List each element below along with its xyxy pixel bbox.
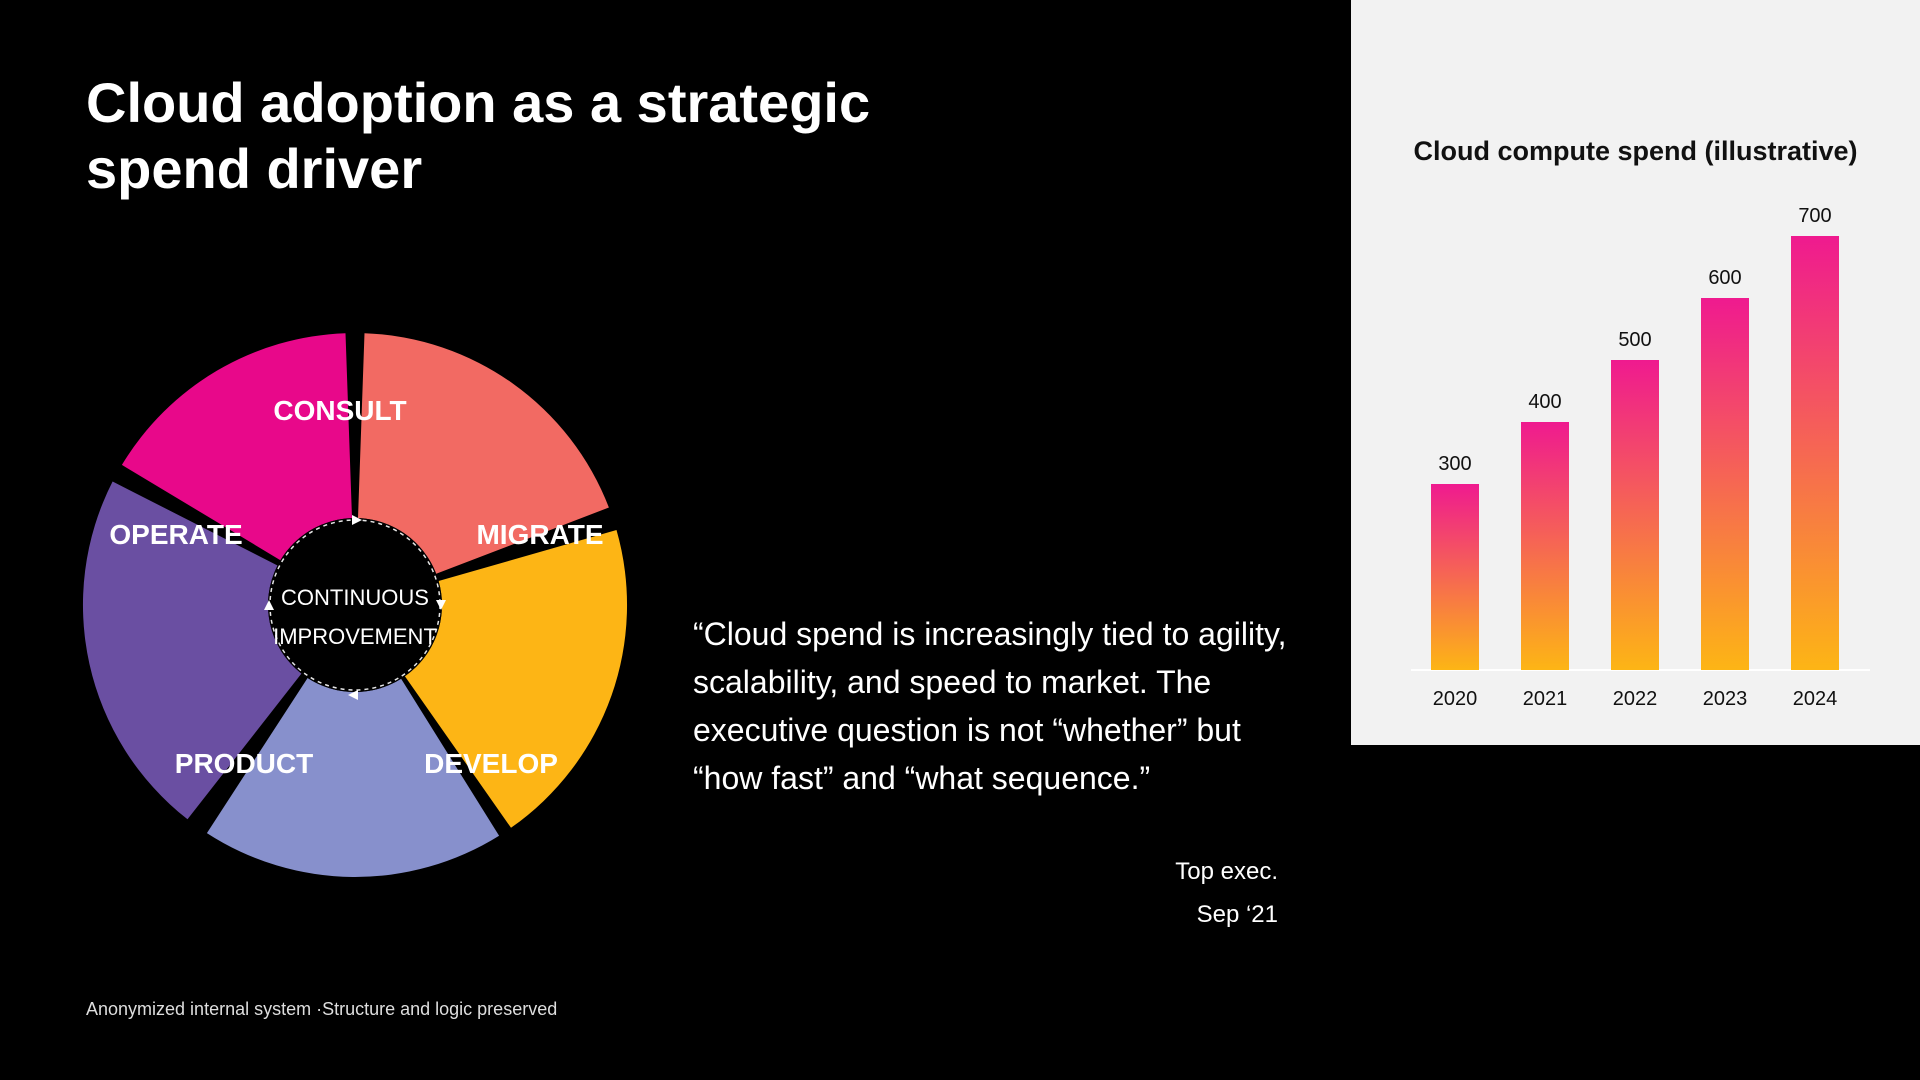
x-tick-label-2022: 2022	[1613, 688, 1658, 710]
segment-label-product: PRODUCT	[175, 748, 313, 779]
consult-segment	[121, 333, 353, 561]
bar-chart: 300 2020 400 2021 500 2022 600 2023 700 2024	[1411, 205, 1870, 710]
data-label-2020: 300	[1438, 453, 1471, 475]
data-label-2021: 400	[1528, 391, 1561, 413]
cycle-diagram: CONTINUOUS IMPROVEMENT CONSULT MIGRATE D…	[82, 333, 628, 877]
chart-panel: Cloud compute spend (illustrative) 300 20…	[1351, 0, 1920, 745]
quote-date: Sep ‘21	[1196, 901, 1278, 928]
operate-segment	[82, 481, 302, 820]
develop-segment	[404, 530, 628, 828]
center-label-line2: IMPROVEMENT	[273, 624, 437, 649]
cycle-arrow-icon	[348, 690, 358, 700]
cycle-arrow-icon	[264, 600, 274, 610]
footnote: Anonymized internal system ·Structure an…	[86, 999, 558, 1019]
chart-title: Cloud compute spend (illustrative)	[1413, 136, 1858, 166]
bar-2024	[1791, 236, 1839, 670]
product-segment	[206, 678, 500, 877]
slide-title: Cloud adoption as a strategic spend driv…	[86, 71, 871, 200]
cycle-arrow-icon	[352, 515, 362, 525]
x-tick-label-2023: 2023	[1703, 688, 1748, 710]
x-tick-label-2024: 2024	[1793, 688, 1838, 710]
cycle-arrow-icon	[436, 600, 446, 610]
segment-label-operate: OPERATE	[109, 519, 242, 550]
bar-2022	[1611, 360, 1659, 670]
quote-attribution: Top exec.	[1175, 858, 1278, 885]
center-circle	[268, 518, 442, 692]
x-tick-label-2021: 2021	[1523, 688, 1568, 710]
data-label-2022: 500	[1618, 329, 1651, 351]
bar-2023	[1701, 298, 1749, 670]
center-label-line1: CONTINUOUS	[281, 585, 429, 610]
migrate-segment	[358, 333, 609, 574]
segment-label-migrate: MIGRATE	[476, 519, 603, 550]
data-label-2023: 600	[1708, 267, 1741, 289]
quote-text: “Cloud spend is increasingly tied to agi…	[693, 616, 1287, 796]
segment-label-develop: DEVELOP	[424, 748, 558, 779]
bar-2021	[1521, 422, 1569, 670]
bar-2020	[1431, 484, 1479, 670]
data-label-2024: 700	[1798, 205, 1831, 227]
segment-label-consult: CONSULT	[273, 395, 406, 426]
x-tick-label-2020: 2020	[1433, 688, 1478, 710]
